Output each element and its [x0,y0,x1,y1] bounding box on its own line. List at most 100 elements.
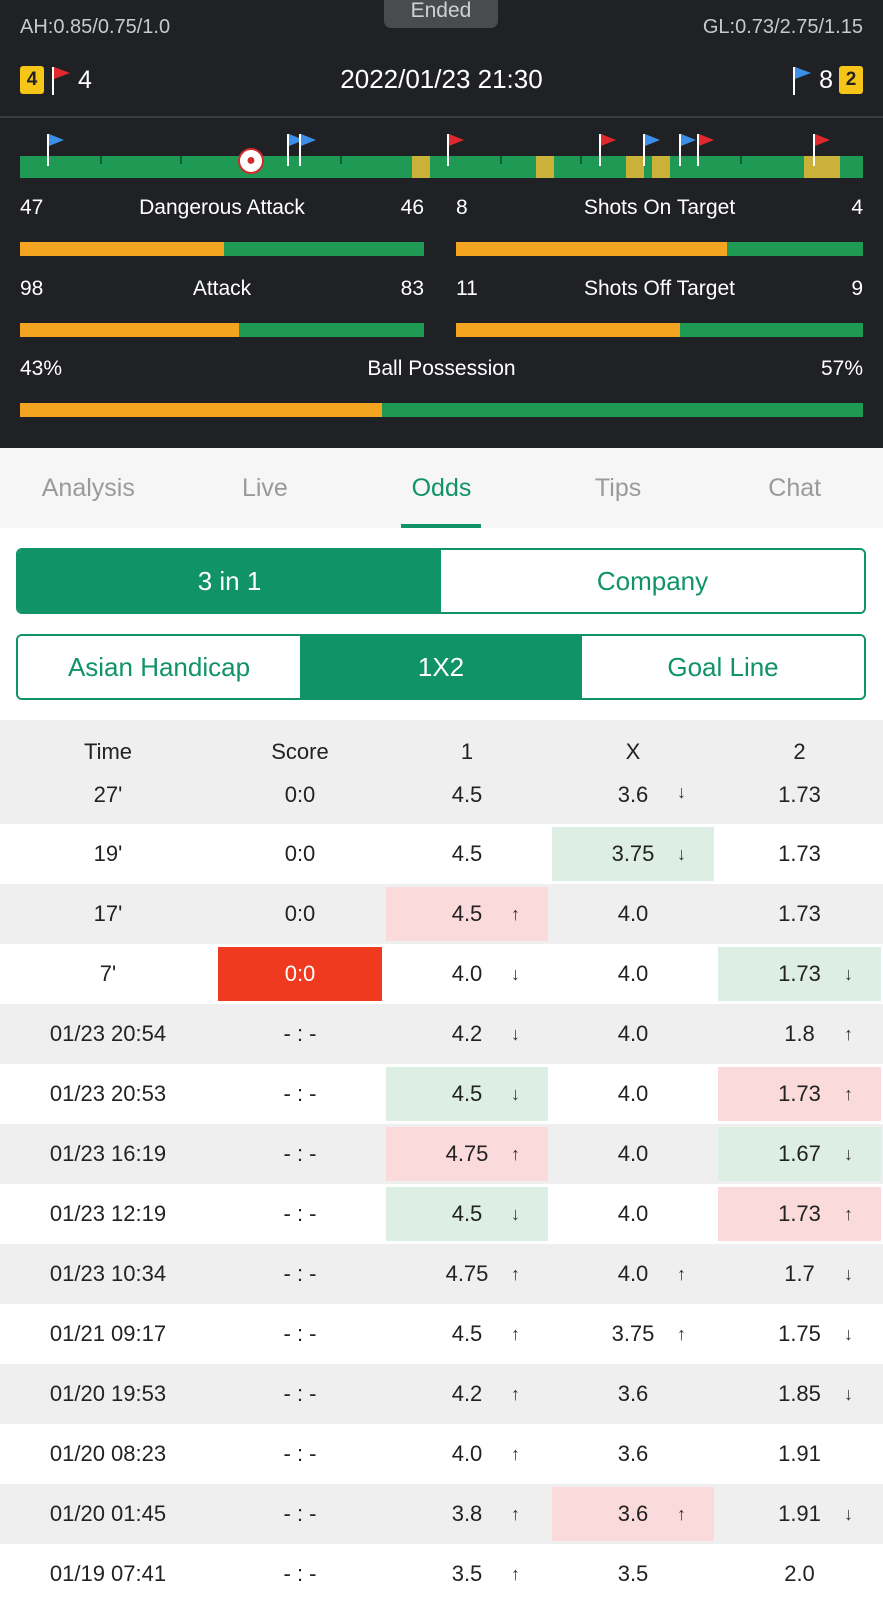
cell-time-value: 19' [93,841,123,866]
cell-score-value: - : - [283,1441,317,1466]
timeline-tick [100,156,102,164]
cell-away-odds-value: 1.73 [778,901,821,926]
company-button[interactable]: Company [441,550,864,612]
cell-time-column: 01/20 19:53 [0,1364,216,1424]
cell-draw-odds-value: 4.0 [617,901,649,926]
stat-bar-home-fill [20,323,239,337]
arrow-up-icon: ↑ [844,1023,853,1044]
cell-home-odds-column: 4.5 ↓ [384,1064,550,1124]
cell-home-odds-value: 4.0 [451,961,483,986]
cell-score-column: 0:0 [216,824,384,884]
tab-tips[interactable]: Tips [594,474,642,502]
arrow-up-icon: ↑ [511,903,520,924]
cell-draw-odds-value: 3.75 [611,841,655,866]
cell-score-value: - : - [283,1561,317,1586]
arrow-down-icon: ↓ [844,1143,853,1164]
stat-away-value: 57% [820,357,863,380]
stat-home-value: 98 [20,277,44,300]
one-x-two-button[interactable]: 1X2 [300,636,582,698]
stat-label: Dangerous Attack [139,196,305,219]
cell-away-odds-value: 1.73 [778,841,821,866]
stat-bar [20,323,424,337]
three-in-one-button[interactable]: 3 in 1 [18,550,441,612]
cell-time-column: 01/23 10:34 [0,1244,216,1304]
stat-bar [20,242,424,256]
cell-home-odds-value: 3.5 [451,1561,483,1586]
arrow-down-icon: ↓ [677,782,686,802]
cell-draw-odds-column: 3.6 ↑ [550,1484,716,1544]
cell-draw-odds-value: 3.6 [617,782,649,807]
cell-time: 01/20 08:23 [2,1427,214,1481]
tab-analysis[interactable]: Analysis [41,474,135,502]
table-row: 17' 0:0 4.5 ↑ 4.0 1.73 [0,884,883,944]
cell-away-odds: 1.73 ↑ [718,1187,881,1241]
tab-chat[interactable]: Chat [768,474,822,502]
home-corner-flag-icon [447,134,464,166]
arrow-down-icon: ↓ [844,963,853,984]
away-corner-flag-icon [643,134,660,166]
away-corner-flag-icon [287,134,304,166]
cell-time: 01/23 10:34 [2,1247,214,1301]
cell-score: - : - [218,1007,382,1061]
cell-score-value: - : - [283,1081,317,1106]
stat-bar-home-fill [20,242,225,256]
cell-time-value: 01/23 16:19 [49,1141,167,1166]
cell-home-odds-value: 4.5 [451,1081,483,1106]
cell-time-value: 01/23 12:19 [49,1201,167,1226]
cell-home-odds: 4.2 ↑ [386,1367,548,1421]
cell-score: 0:0 [218,947,382,1001]
asian-handicap-button[interactable]: Asian Handicap [18,636,300,698]
timeline-tick [500,156,502,164]
cell-score-column: - : - [216,1424,384,1484]
table-row: 01/20 01:45 - : - 3.8 ↑ 3.6 ↑ 1.91 ↓ [0,1484,883,1544]
arrow-up-icon: ↑ [511,1443,520,1464]
arrow-up-icon: ↑ [511,1383,520,1404]
cell-time-column: 01/20 01:45 [0,1484,216,1544]
cell-home-odds-value: 4.75 [445,1141,489,1166]
cell-draw-odds: 3.5 [552,1547,714,1600]
arrow-down-icon: ↓ [844,1323,853,1344]
cell-home-odds-column: 3.8 ↑ [384,1484,550,1544]
cell-away-odds-value: 1.67 [778,1141,821,1166]
cell-home-odds-column: 4.75 ↑ [384,1244,550,1304]
goal-line-odds: GL:0.73/2.75/1.15 [702,16,863,38]
timeline-yellow-card [626,156,644,178]
cell-score-value: - : - [283,1381,317,1406]
cell-away-odds: 1.91 ↓ [718,1487,881,1541]
arrow-up-icon: ↑ [511,1143,520,1164]
home-yellow-card-count: 4 [20,66,44,94]
cell-home-odds-value: 4.5 [451,1201,483,1226]
cell-score: - : - [218,1307,382,1361]
match-status-badge: Ended [384,0,498,28]
stat-home-value: 8 [456,196,468,219]
cell-draw-odds: 4.0 [552,1127,714,1181]
timeline-yellow-card [652,156,670,178]
cell-away-odds: 1.91 [718,1427,881,1481]
cell-time-column: 01/23 20:54 [0,1004,216,1064]
cell-home-odds: 4.5 ↓ [386,1187,548,1241]
arrow-up-icon: ↑ [677,1323,686,1344]
tab-odds[interactable]: Odds [353,448,530,528]
cell-score-value: 0:0 [284,841,316,866]
cell-home-odds-value: 4.5 [451,841,483,866]
cell-draw-odds-value: 3.5 [617,1561,649,1586]
cell-draw-odds: 3.6 ↑ [552,1487,714,1541]
cell-time-value: 01/21 09:17 [49,1321,167,1346]
cell-draw-odds-column: 4.0 [550,944,716,1004]
cell-home-odds-column: 4.75 ↑ [384,1124,550,1184]
cell-time: 01/21 09:17 [2,1307,214,1361]
tab-live[interactable]: Live [241,474,288,502]
cell-time: 01/20 19:53 [2,1367,214,1421]
timeline-tick [180,156,182,164]
cell-away-odds: 1.73 ↑ [718,1067,881,1121]
cell-time-value: 7' [99,961,117,986]
cell-away-odds: 1.73 [718,780,881,818]
goal-line-button[interactable]: Goal Line [582,636,864,698]
arrow-down-icon: ↓ [844,1503,853,1524]
arrow-up-icon: ↑ [844,1083,853,1104]
cell-time: 01/19 07:41 [2,1547,214,1600]
stat-bar-home-fill [20,403,383,417]
cell-time-value: 17' [93,901,123,926]
home-summary: 4 4 [20,62,92,98]
arrow-down-icon: ↓ [844,1263,853,1284]
